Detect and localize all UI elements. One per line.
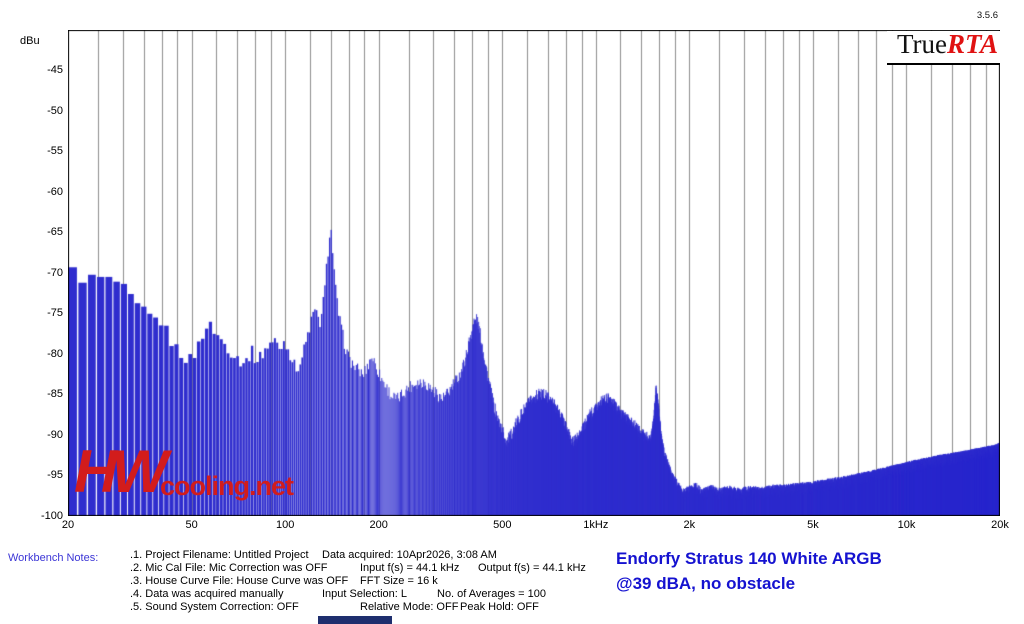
caption-line-2: @39 dBA, no obstacle: [616, 574, 796, 593]
y-tick-label: -75: [47, 307, 63, 319]
note-line-5: .5. Sound System Correction: OFF Relativ…: [0, 601, 1024, 614]
y-tick-label: -70: [47, 266, 63, 279]
note-text: .3. House Curve File: House Curve was OF…: [130, 575, 349, 587]
note-text: Peak Hold: OFF: [460, 601, 539, 613]
y-tick-label: -90: [47, 428, 63, 441]
y-tick-label: -80: [47, 347, 63, 360]
note-text: Output f(s) = 44.1 kHz: [478, 562, 586, 574]
note-line-4: .4. Data was acquired manually Input Sel…: [0, 588, 1024, 601]
y-axis-unit-label: dBu: [20, 35, 40, 47]
y-tick-label: -45: [47, 64, 63, 76]
x-tick-label: 2k: [683, 519, 696, 531]
workbench-notes-label: Workbench Notes:: [8, 552, 99, 564]
note-line-3: .3. House Curve File: House Curve was OF…: [0, 575, 1024, 588]
note-text: No. of Averages = 100: [437, 588, 546, 600]
test-caption: Endorfy Stratus 140 White ARGB @39 dBA, …: [616, 546, 882, 596]
y-tick-label: -65: [47, 226, 63, 238]
note-line-2: .2. Mic Cal File: Mic Correction was OFF…: [0, 562, 1024, 575]
x-tick-label: 20: [61, 519, 75, 531]
watermark-hw-text: HW: [74, 438, 168, 505]
note-text: Input Selection: L: [322, 588, 408, 600]
y-tick-label: -55: [47, 145, 63, 157]
x-tick-label: 500: [493, 519, 512, 531]
bottom-ui-fragment: [318, 616, 392, 624]
x-tick-label: 100: [275, 519, 295, 531]
x-tick-label: 50: [185, 519, 198, 531]
hwcooling-watermark: HW cooling.net: [74, 436, 295, 508]
x-tick-label: 20k: [991, 519, 1009, 531]
note-text: .1. Project Filename: Untitled Project: [130, 549, 309, 561]
app-version: 3.5.6: [976, 10, 998, 21]
logo-true-text: True: [896, 29, 947, 59]
x-tick-label: 5k: [807, 519, 819, 531]
x-tick-label: 10k: [897, 519, 916, 531]
note-line-1: .1. Project Filename: Untitled Project D…: [0, 549, 1024, 562]
x-tick-label: 1kHz: [583, 519, 609, 531]
note-text: .5. Sound System Correction: OFF: [130, 601, 299, 613]
y-tick-label: -50: [47, 104, 63, 117]
caption-line-1: Endorfy Stratus 140 White ARGB: [616, 549, 882, 568]
y-tick-label: -100: [40, 509, 63, 522]
logo-rta-text: RTA: [946, 29, 998, 59]
truerta-logo: TrueRTA: [886, 29, 1000, 65]
y-tick-label: -60: [47, 185, 63, 198]
y-tick-label: -85: [47, 388, 63, 400]
note-text: FFT Size = 16 k: [360, 575, 438, 587]
x-tick-label: 200: [369, 519, 388, 531]
note-text: Input f(s) = 44.1 kHz: [360, 562, 460, 574]
y-tick-label: -95: [47, 469, 63, 481]
note-text: .2. Mic Cal File: Mic Correction was OFF: [130, 562, 328, 574]
spectrum-chart: [68, 30, 1000, 516]
note-text: .4. Data was acquired manually: [130, 588, 284, 600]
note-text: Data acquired: 10Apr2026, 3:08 AM: [322, 549, 497, 561]
watermark-cooling-net-text: cooling.net: [159, 471, 294, 501]
note-text: Relative Mode: OFF: [360, 601, 459, 613]
